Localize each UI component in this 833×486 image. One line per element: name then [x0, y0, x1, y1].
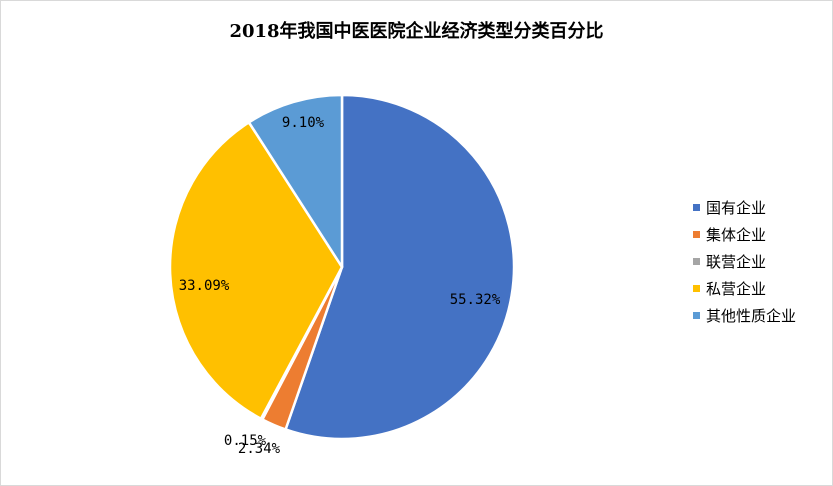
- legend-label: 联营企业: [706, 252, 767, 271]
- data-label-3: 0.15%: [224, 433, 267, 449]
- legend-label: 集体企业: [706, 225, 767, 244]
- legend-swatch: [693, 258, 700, 265]
- data-label-2: 2.34%: [238, 441, 281, 457]
- legend-item-3: 联营企业: [693, 248, 796, 275]
- chart-title: 2018年我国中医医院企业经济类型分类百分比: [229, 21, 604, 42]
- pie-slice-5: [247, 93, 344, 269]
- data-label-1: 55.32%: [450, 292, 501, 308]
- legend-item-2: 集体企业: [693, 221, 796, 248]
- legend-item-1: 国有企业: [693, 194, 796, 221]
- legend-item-4: 私营企业: [693, 275, 796, 302]
- legend-label: 私营企业: [706, 279, 767, 298]
- legend-swatch: [693, 231, 700, 238]
- data-label-4: 33.09%: [179, 278, 230, 294]
- pie-slice-4: [168, 121, 344, 420]
- legend-swatch: [693, 285, 700, 292]
- legend-swatch: [693, 204, 700, 211]
- legend-label: 国有企业: [706, 198, 767, 217]
- legend-item-5: 其他性质企业: [693, 302, 796, 329]
- data-label-5: 9.10%: [282, 115, 325, 131]
- legend-swatch: [693, 312, 700, 319]
- legend: 国有企业集体企业联营企业私营企业其他性质企业: [693, 194, 796, 329]
- legend-label: 其他性质企业: [706, 306, 797, 325]
